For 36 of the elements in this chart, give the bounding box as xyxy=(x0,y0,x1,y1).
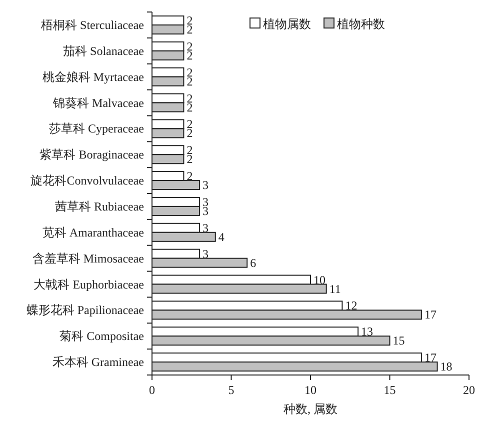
data-label: 17 xyxy=(424,308,436,322)
data-label: 6 xyxy=(250,256,256,270)
data-label: 4 xyxy=(218,230,224,244)
x-tick-label: 20 xyxy=(463,383,475,397)
data-label: 11 xyxy=(329,282,341,296)
y-tick-label: 菊科 Compositae xyxy=(60,329,144,344)
data-label: 12 xyxy=(345,298,358,313)
y-tick-label: 紫草科 Boraginaceae xyxy=(40,148,144,162)
y-tick-label: 茄科 Solanaceae xyxy=(63,44,144,58)
x-tick-label: 5 xyxy=(228,383,234,397)
data-label: 3 xyxy=(202,220,209,235)
y-tick-label: 含羞草科 Mimosaceae xyxy=(32,251,144,266)
y-tick-label: 苋科 Amaranthaceae xyxy=(42,225,144,240)
y-tick-label: 梧桐科 Sterculiaceae xyxy=(40,18,144,32)
data-label: 3 xyxy=(202,178,209,192)
data-label: 17 xyxy=(424,350,436,365)
data-label: 2 xyxy=(186,169,193,184)
y-tick-label: 蝶形花科 Papilionaceae xyxy=(26,303,144,318)
y-tick-label: 桃金娘科 Myrtaceae xyxy=(42,70,144,84)
x-tick-label: 0 xyxy=(149,383,155,397)
y-tick-label: 大戟科 Euphorbiaceae xyxy=(34,277,144,292)
y-tick-label: 茜草科 Rubiaceae xyxy=(55,199,144,214)
data-label: 3 xyxy=(202,246,209,261)
y-tick-label: 禾本科 Gramineae xyxy=(52,355,144,370)
data-label: 10 xyxy=(314,272,326,287)
legend-label: 植物种数 xyxy=(337,17,385,31)
y-tick-label: 莎草科 Cyperaceae xyxy=(49,122,144,136)
x-tick-label: 15 xyxy=(384,383,396,397)
x-axis-title: 种数, 属数 xyxy=(284,402,338,416)
data-label: 13 xyxy=(361,324,374,339)
legend-label: 植物属数 xyxy=(263,17,311,31)
data-label: 18 xyxy=(440,360,452,374)
data-label: 15 xyxy=(392,334,405,348)
x-tick-label: 10 xyxy=(304,383,316,397)
y-tick-label: 锦葵科 Malvaceae xyxy=(52,96,144,110)
y-tick-label: 旋花科Convolvulaceae xyxy=(30,174,144,188)
